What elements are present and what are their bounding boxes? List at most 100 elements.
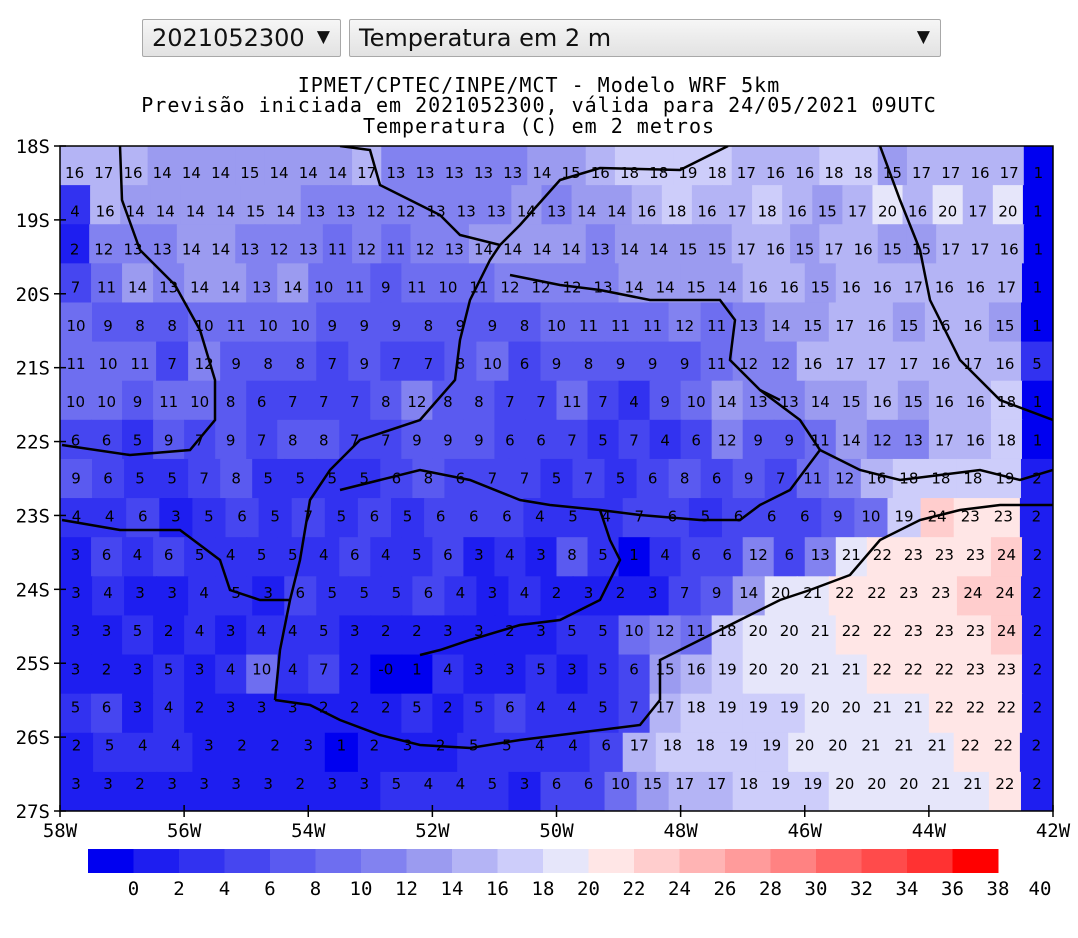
temperature-value: 16 xyxy=(842,279,861,297)
field-cell xyxy=(508,302,542,343)
field-cell xyxy=(220,458,254,500)
temperature-value: 11 xyxy=(469,279,488,297)
temperature-value: 2 xyxy=(443,699,453,717)
temperature-value: 12 xyxy=(718,431,737,449)
variable-select[interactable]: Temperatura em 2 m ▼ xyxy=(349,19,941,57)
temperature-value: 3 xyxy=(204,737,214,755)
field-cell xyxy=(821,498,856,539)
temperature-value: 24 xyxy=(995,584,1014,602)
field-cell xyxy=(432,615,465,656)
temperature-value: 16 xyxy=(963,317,982,335)
field-cell xyxy=(432,654,465,695)
field-cell xyxy=(432,537,465,578)
colorbar-label: 32 xyxy=(850,878,873,900)
temperature-value: 14 xyxy=(607,202,626,220)
temperature-value: 11 xyxy=(328,240,347,258)
temperature-value: 12 xyxy=(873,431,892,449)
field-cell xyxy=(711,419,744,460)
field-cell xyxy=(877,224,908,265)
temperature-value: 7 xyxy=(199,470,209,488)
field-cell xyxy=(928,537,961,578)
temperature-value: 14 xyxy=(283,279,302,297)
field-cell xyxy=(892,576,926,617)
field-cell xyxy=(60,537,93,578)
field-cell xyxy=(463,693,496,734)
temperature-value: 6 xyxy=(469,508,479,526)
field-cell xyxy=(804,693,837,734)
field-cell xyxy=(835,263,868,304)
colorbar-swatch xyxy=(816,849,862,873)
temperature-value: 7 xyxy=(350,431,360,449)
field-cell xyxy=(225,498,260,539)
temperature-value: 16 xyxy=(873,279,892,297)
temperature-value: 9 xyxy=(784,431,794,449)
temperature-value: 22 xyxy=(835,584,854,602)
temperature-value: 8 xyxy=(295,355,305,373)
field-cell xyxy=(655,732,690,773)
temperature-value: 8 xyxy=(226,393,236,411)
temperature-value: 6 xyxy=(552,775,562,793)
temperature-value: 3 xyxy=(257,699,267,717)
field-cell xyxy=(401,654,434,695)
field-cell xyxy=(380,576,414,617)
field-cell xyxy=(556,380,589,421)
colorbar-label: 38 xyxy=(987,878,1010,900)
colorbar-swatch xyxy=(497,849,544,873)
temperature-value: 16 xyxy=(1000,240,1019,258)
field-cell xyxy=(636,302,670,343)
temperature-value: 2 xyxy=(1033,546,1043,564)
temperature-value: 16 xyxy=(935,279,954,297)
temperature-value: 4 xyxy=(629,393,639,411)
colorbar-swatch xyxy=(861,849,908,873)
field-cell xyxy=(959,263,992,304)
temperature-value: 11 xyxy=(707,355,726,373)
temperature-value: 23 xyxy=(904,622,923,640)
temperature-value: 17 xyxy=(968,202,987,220)
temperature-value: 9 xyxy=(412,431,422,449)
temperature-value: 6 xyxy=(722,546,732,564)
temperature-value: 20 xyxy=(835,775,854,793)
field-cell xyxy=(571,185,603,226)
field-cell xyxy=(956,302,990,343)
field-cell xyxy=(956,576,990,617)
temperature-value: 15 xyxy=(818,202,837,220)
field-cell xyxy=(184,615,217,656)
temperature-value: 4 xyxy=(535,508,545,526)
temperature-value: 1 xyxy=(412,660,422,678)
field-cell xyxy=(60,771,94,811)
field-cell xyxy=(60,185,92,226)
field-cell xyxy=(622,732,657,773)
field-cell xyxy=(959,615,992,656)
field-cell xyxy=(184,380,217,421)
temperature-value: 13 xyxy=(240,240,259,258)
temperature-value: 5 xyxy=(337,508,347,526)
temperature-value: 10 xyxy=(66,393,85,411)
field-cell xyxy=(835,380,868,421)
temperature-value: 9 xyxy=(474,431,484,449)
field-cell xyxy=(412,576,446,617)
temperature-value: 3 xyxy=(403,737,413,755)
field-cell xyxy=(897,654,930,695)
field-cell xyxy=(92,576,126,617)
field-cell xyxy=(432,419,465,460)
field-cell xyxy=(788,498,823,539)
field-cell xyxy=(924,576,958,617)
forecast-date-select[interactable]: 2021052300 ▼ xyxy=(142,19,341,57)
temperature-value: 6 xyxy=(257,393,267,411)
temperature-value: 23 xyxy=(931,584,950,602)
temperature-value: 10 xyxy=(483,355,502,373)
temperature-value: 7 xyxy=(536,393,546,411)
temperature-value: 2 xyxy=(1032,508,1042,526)
field-cell xyxy=(649,615,682,656)
temperature-value: 7 xyxy=(257,431,267,449)
field-cell xyxy=(370,654,403,695)
field-cell xyxy=(184,263,217,304)
field-cell xyxy=(89,146,120,187)
field-cell xyxy=(220,771,254,811)
temperature-value: 11 xyxy=(803,470,822,488)
field-cell xyxy=(1019,732,1053,773)
field-cell xyxy=(668,576,702,617)
field-cell xyxy=(804,419,837,460)
field-cell xyxy=(525,654,558,695)
